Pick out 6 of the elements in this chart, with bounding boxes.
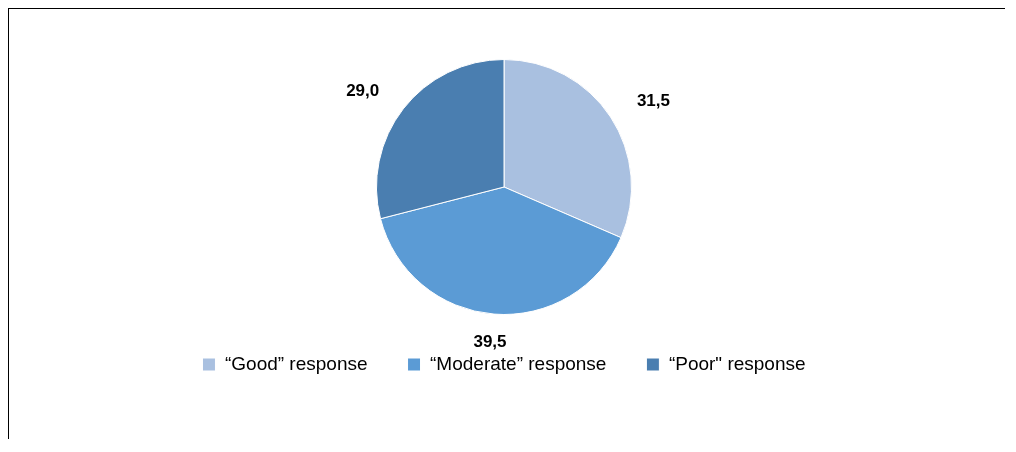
legend-label: “Good” response — [224, 352, 368, 374]
legend-label: “Moderate” response — [430, 352, 607, 374]
data-label: 31,5 — [636, 91, 671, 111]
data-label: 39,5 — [473, 331, 507, 351]
legend-label: “Poor" response — [668, 352, 806, 374]
data-label: 29,0 — [346, 81, 380, 101]
